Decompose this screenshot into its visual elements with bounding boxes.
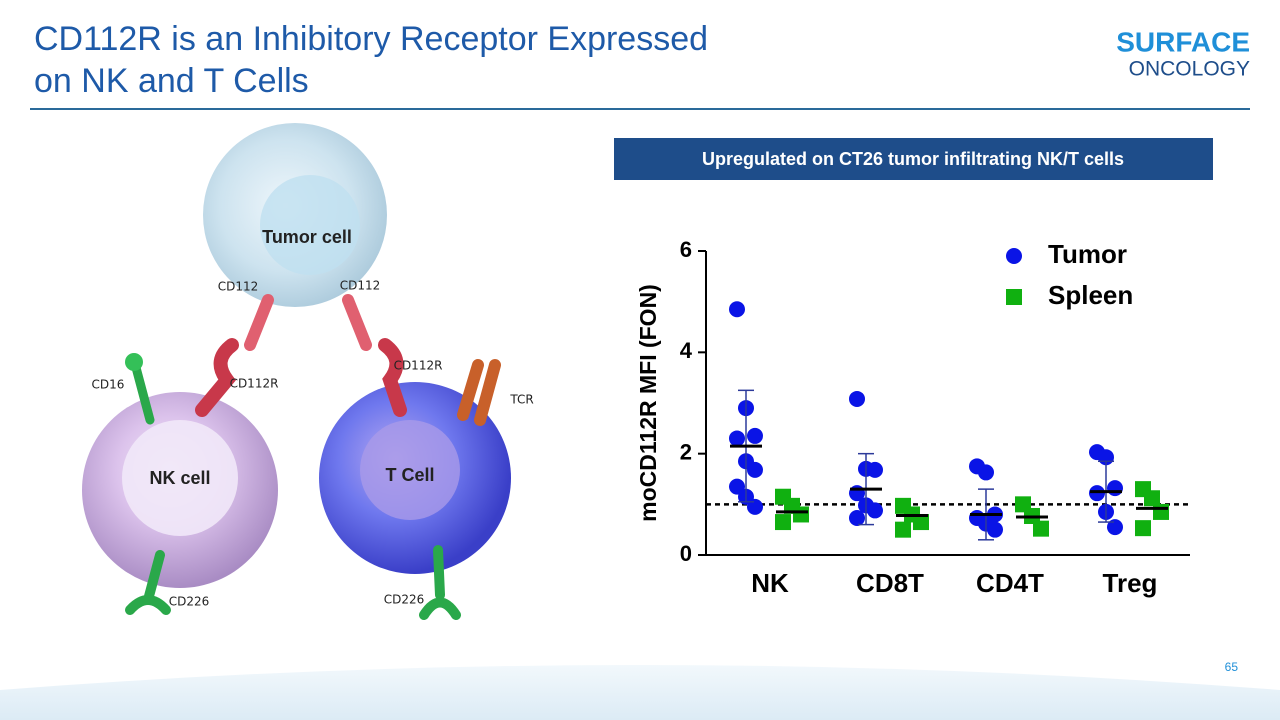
diagram: Tumor cell CD112 CD112 CD112R CD112R CD1…	[82, 123, 534, 620]
label: T Cell	[385, 465, 434, 485]
data-point	[987, 521, 1003, 538]
banner-text: Upregulated on CT26 tumor infiltrating N…	[702, 149, 1124, 169]
tcr	[457, 359, 501, 426]
logo: ONCOLOGY	[1129, 58, 1250, 81]
label: CD112	[218, 280, 259, 294]
banner	[614, 138, 1213, 180]
x-tick-label: CD4T	[976, 568, 1044, 598]
data-point	[895, 521, 911, 538]
label: CD226	[384, 593, 425, 607]
legend-label: Tumor	[1048, 239, 1127, 269]
y-tick-label: 2	[680, 439, 692, 464]
x-tick-label: Treg	[1103, 568, 1158, 598]
y-tick-label: 4	[680, 338, 693, 363]
y-axis-title: moCD112R MFI (FON)	[635, 284, 661, 522]
nucleus	[260, 175, 360, 275]
chart: 0 2 4 6 moCD112R MFI (FON) NK CD8T CD4T Treg Tumo…	[635, 237, 1190, 598]
data-point	[747, 461, 763, 478]
data-point	[747, 427, 763, 444]
legend-marker	[1006, 248, 1022, 264]
cd112r	[195, 338, 407, 417]
label: CD16	[92, 378, 125, 392]
legend-marker	[1006, 289, 1022, 305]
label: CD112R	[230, 377, 279, 391]
data-point	[913, 514, 929, 531]
cd226	[125, 545, 461, 620]
label: CD112	[340, 279, 381, 293]
data-point	[1153, 503, 1169, 520]
x-tick-label: NK	[751, 568, 789, 598]
title: CD112R is an Inhibitory Receptor Express…	[34, 20, 708, 58]
label: TCR	[509, 393, 533, 407]
nucleus	[360, 420, 460, 520]
logo: SURFACE	[1116, 26, 1250, 57]
data-point	[849, 510, 865, 527]
data-point	[1033, 520, 1049, 537]
cd16	[125, 353, 143, 371]
data-point	[1089, 485, 1105, 502]
title: on NK and T Cells	[34, 62, 309, 100]
label: Tumor cell	[262, 227, 352, 247]
data-point	[747, 498, 763, 515]
data-point	[729, 430, 745, 447]
footer-wave	[0, 665, 1280, 720]
y-tick-label: 6	[680, 237, 692, 262]
data-point	[867, 502, 883, 519]
data-point	[1135, 520, 1151, 537]
label: CD112R	[394, 359, 443, 373]
data-point	[775, 514, 791, 531]
data-point	[849, 390, 865, 407]
label: NK cell	[149, 468, 210, 488]
data-point	[978, 464, 994, 481]
data-point	[729, 301, 745, 318]
page-number: 65	[1225, 660, 1239, 674]
data-point	[1107, 519, 1123, 536]
data-point	[1107, 480, 1123, 497]
legend-label: Spleen	[1048, 280, 1133, 310]
y-tick-label: 0	[680, 541, 692, 566]
data-point	[793, 506, 809, 523]
nucleus	[122, 420, 238, 536]
label: CD226	[169, 595, 210, 609]
x-tick-label: CD8T	[856, 568, 924, 598]
data-point	[1144, 490, 1160, 507]
data-point	[867, 461, 883, 478]
cd112	[244, 294, 372, 351]
